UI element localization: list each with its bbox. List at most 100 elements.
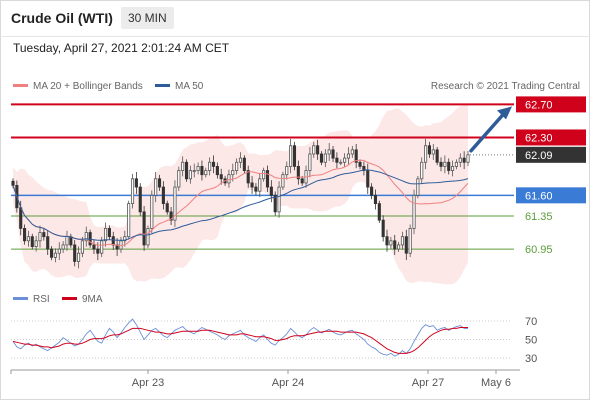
chart-header: Crude Oil (WTI) 30 MIN [0, 0, 590, 37]
candle [373, 189, 378, 210]
candle-body [26, 236, 30, 242]
candle-body [231, 170, 235, 176]
candle [34, 235, 38, 252]
candle [308, 147, 312, 178]
candle-body [142, 211, 146, 246]
candle-body [246, 170, 250, 184]
candle [277, 181, 281, 218]
candle [416, 175, 420, 199]
candle [92, 240, 96, 254]
candle [466, 150, 470, 167]
candle [23, 224, 27, 245]
candle [188, 165, 192, 184]
candle [370, 183, 374, 200]
candle-body [173, 186, 177, 221]
candle [142, 205, 146, 251]
rsi-ma-legend-swatch [62, 297, 77, 300]
candle-body [420, 161, 424, 180]
candle-body [208, 161, 212, 171]
candle [335, 152, 339, 169]
candle [350, 145, 354, 158]
candle-body [439, 161, 443, 167]
candle [312, 141, 316, 158]
level-label-box-62.30 [516, 129, 586, 146]
candle [281, 171, 285, 190]
candle [435, 146, 439, 166]
candle-body [138, 186, 142, 213]
candle-body [165, 203, 169, 213]
candle-body [381, 219, 385, 238]
candle [200, 160, 204, 181]
candle-body [181, 161, 185, 171]
candle-body [96, 248, 100, 254]
candle [412, 189, 416, 235]
candle-body [458, 157, 462, 163]
candle-body [466, 154, 470, 163]
candle [439, 157, 443, 172]
rsi-line [12, 318, 468, 357]
candle [420, 157, 424, 184]
candle-body [412, 194, 416, 229]
candle [246, 165, 250, 188]
candle-body [343, 157, 347, 163]
candle [381, 215, 385, 242]
candle-body [227, 174, 231, 184]
candle [123, 230, 127, 247]
candle [262, 167, 266, 182]
x-axis-label: Apr 23 [132, 377, 164, 389]
candle-body [285, 165, 289, 176]
level-label-box-62.09 [516, 146, 586, 163]
candle [451, 160, 455, 177]
candle-body [150, 194, 154, 229]
candle-body [53, 252, 57, 258]
rsi-tick-label: 30 [525, 353, 537, 365]
candle [258, 172, 262, 198]
candle-body [61, 244, 65, 250]
candle-body [46, 236, 50, 250]
candle-body [289, 145, 293, 167]
copyright-text: Research © 2021 Trading Central [431, 81, 580, 92]
candle [107, 225, 111, 240]
candle [26, 230, 30, 247]
candle-body [327, 149, 331, 155]
candle-body [377, 203, 381, 221]
candle-body [281, 174, 285, 188]
candle [431, 143, 435, 160]
timeframe-badge[interactable]: 30 MIN [121, 7, 174, 29]
candle [181, 156, 185, 177]
candlesticks [11, 138, 470, 269]
candle [161, 181, 165, 210]
candle-body [370, 186, 374, 196]
candle-body [30, 236, 34, 247]
candle [366, 163, 370, 194]
candle [53, 248, 57, 263]
candle-body [273, 194, 277, 213]
candle-body [119, 240, 123, 250]
candle [424, 138, 428, 170]
candle-body [269, 186, 273, 196]
candle [146, 225, 150, 248]
candle-body [134, 178, 138, 188]
candle [157, 174, 162, 191]
candle-body [23, 227, 27, 242]
candle [46, 230, 50, 255]
level-label-62.70: 62.70 [525, 99, 553, 111]
candle-body [443, 161, 447, 167]
candle-body [76, 252, 81, 262]
x-axis-label: Apr 27 [412, 377, 444, 389]
candle-body [385, 236, 389, 246]
candle-body [204, 170, 208, 176]
candle-body [177, 170, 181, 188]
candle-body [254, 186, 258, 192]
ma20-legend-swatch [13, 84, 28, 87]
x-axis: Apr 23 Apr 24 Apr 27 May 6 [10, 370, 511, 389]
candle-body [316, 145, 320, 155]
price-level-labels: 62.70 62.30 62.09 61.60 61.35 60.95 [516, 96, 586, 256]
candle [346, 147, 351, 165]
candle [343, 153, 347, 168]
candle-body [312, 145, 316, 155]
moving-averages [12, 159, 469, 247]
candle [215, 162, 219, 179]
candle-body [265, 170, 270, 188]
